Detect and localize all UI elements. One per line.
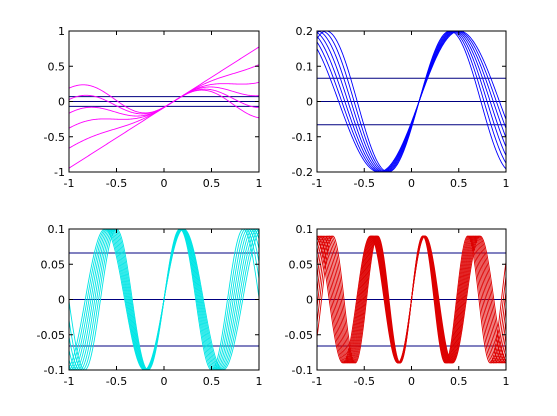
plot-area [69, 229, 259, 370]
y-tick-label: -0.1 [292, 131, 313, 144]
series-line-9 [69, 229, 259, 370]
x-tick-label: -1 [312, 375, 323, 388]
x-tick-label: 0.5 [203, 177, 221, 190]
x-tick-label: 0 [161, 177, 168, 190]
y-tick-label: 0.2 [296, 25, 314, 38]
y-tick-label: -1 [54, 166, 65, 179]
plot-area [69, 46, 259, 169]
x-tick-label: -1 [64, 375, 75, 388]
series-line-6 [69, 84, 259, 119]
y-tick-label: -0.1 [44, 364, 65, 377]
y-tick-label: 0.05 [41, 258, 66, 271]
series-line-12 [317, 235, 506, 364]
y-tick-label: 0 [58, 96, 65, 109]
x-tick-label: 0.5 [450, 177, 468, 190]
y-tick-label: 1 [58, 25, 65, 38]
subplot-2: -1 -0.5 0 0.5 1 -0.2 -0.1 0 0.1 0.2 [292, 25, 510, 190]
y-tick-label: 0.1 [296, 223, 314, 236]
x-tick-label: -0.5 [354, 375, 375, 388]
x-tick-label: -0.5 [354, 177, 375, 190]
x-tick-label: 0 [408, 177, 415, 190]
subplot-4: -1 -0.5 0 0.5 1 -0.1 -0.05 0 0.05 0.1 [285, 223, 510, 388]
x-tick-label: -0.5 [106, 375, 127, 388]
y-tick-label: 0 [306, 294, 313, 307]
x-tick-label: 0.5 [203, 375, 221, 388]
y-tick-label: 0.1 [48, 223, 66, 236]
y-tick-label: -0.5 [44, 131, 65, 144]
y-tick-label: -0.05 [37, 329, 65, 342]
x-tick-label: -0.5 [106, 177, 127, 190]
y-tick-label: 0 [58, 294, 65, 307]
plot-area [317, 235, 506, 364]
x-tick-label: 1 [503, 177, 510, 190]
x-tick-label: 0.5 [450, 375, 468, 388]
y-tick-label: 0.05 [289, 258, 314, 271]
x-tick-label: -1 [312, 177, 323, 190]
subplot-3: -1 -0.5 0 0.5 1 -0.1 -0.05 0 0.05 0.1 [37, 223, 263, 388]
x-tick-label: 0 [161, 375, 168, 388]
y-tick-label: 0.5 [48, 60, 66, 73]
x-tick-label: 1 [256, 375, 263, 388]
plot-area [317, 31, 506, 172]
y-tick-label: 0 [306, 96, 313, 109]
x-tick-label: -1 [64, 177, 75, 190]
y-tick-label: -0.1 [292, 364, 313, 377]
y-tick-label: 0.1 [296, 60, 314, 73]
y-tick-label: -0.2 [292, 166, 313, 179]
subplot-1: -1 -0.5 0 0.5 1 -1 -0.5 0 0.5 1 [44, 25, 263, 190]
x-tick-label: 1 [256, 177, 263, 190]
y-tick-label: -0.05 [285, 329, 313, 342]
x-tick-label: 0 [408, 375, 415, 388]
series-line-7 [317, 31, 506, 172]
x-tick-label: 1 [503, 375, 510, 388]
